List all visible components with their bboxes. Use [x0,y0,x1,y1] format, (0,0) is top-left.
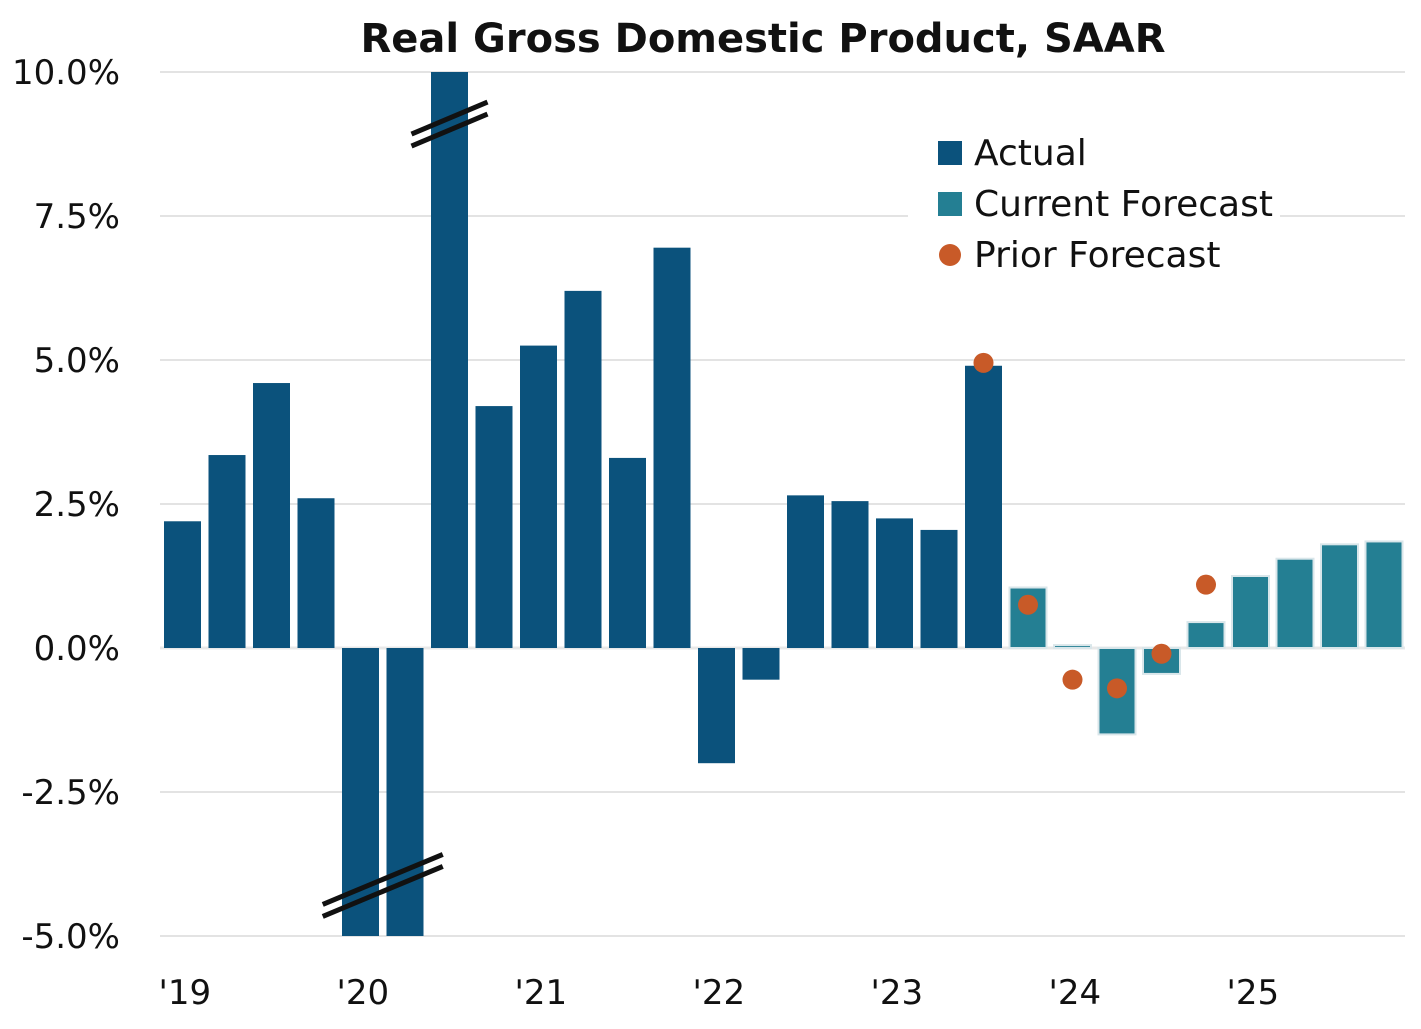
x-tick-label: '24 [1049,973,1102,1013]
bar-2020q3 [431,72,468,648]
legend-swatch [938,141,962,165]
prior-forecast-dot [1062,669,1083,690]
bar-2019q3 [253,383,290,648]
legend: Actual Current Forecast Prior Forecast [908,125,1280,276]
bar-2022q4 [831,501,869,648]
y-tick-label: -5.0% [21,917,120,957]
legend-background [908,125,1280,275]
legend-label: Actual [974,133,1087,174]
bar-2021q4 [653,247,691,648]
bar-2022q3 [787,495,824,648]
bar-2023q2 [920,529,958,648]
prior-forecast-dot [1196,574,1216,595]
prior-forecast-dots [973,352,1216,699]
y-tick-label: 5.0% [34,341,120,381]
bar-2020q4 [475,406,513,648]
x-axis-tick-labels: '19 '20 '21 '22 '23 '24 '25 [159,973,1280,1013]
y-axis-tick-labels: 10.0% 7.5% 5.0% 2.5% 0.0% -2.5% -5.0% [12,53,120,957]
bar-2024q1 [1053,644,1092,649]
y-tick-label: 10.0% [12,53,120,93]
chart-title: Real Gross Domestic Product, SAAR [360,16,1165,62]
bar-2019q4 [297,498,335,648]
bar-2023q1 [876,518,913,648]
bar-2025q2 [1275,557,1315,649]
bar-2025q3 [1320,543,1359,650]
prior-forecast-dot [973,352,994,373]
x-tick-label: '23 [871,973,924,1013]
x-tick-label: '19 [159,973,212,1013]
bar-2024q4 [1186,621,1226,650]
bar-2019q1 [164,521,201,648]
axis-break-marks [321,99,489,919]
bar-2019q2 [208,455,246,648]
bar-2023q3 [965,365,1002,648]
bar-2025q4 [1364,540,1404,649]
y-tick-label: 2.5% [34,485,120,525]
x-tick-label: '25 [1227,973,1280,1013]
bar-2020q2 [386,648,424,936]
y-tick-label: 7.5% [34,197,120,237]
axis-break-mark [410,111,489,149]
x-tick-label: '21 [515,973,568,1013]
bar-2021q3 [609,457,646,648]
bar-2025q1 [1231,575,1270,649]
y-tick-label: 0.0% [34,629,120,669]
axis-break-mark [321,852,444,907]
bar-2021q2 [564,290,602,648]
axis-break-mark [321,864,444,919]
x-tick-label: '22 [693,973,746,1013]
x-tick-label: '20 [337,973,390,1013]
bar-2022q2 [742,648,780,680]
bar-2022q1 [698,648,735,764]
legend-swatch [938,192,962,216]
legend-label: Current Forecast [974,184,1273,225]
prior-forecast-dot [1018,594,1038,615]
y-tick-label: -2.5% [21,773,120,813]
legend-label: Prior Forecast [974,235,1220,276]
bar-2021q1 [520,345,557,648]
legend-swatch [939,244,961,266]
prior-forecast-dot [1107,678,1127,699]
prior-forecast-dot [1151,643,1172,664]
axis-break-mark [410,99,489,137]
